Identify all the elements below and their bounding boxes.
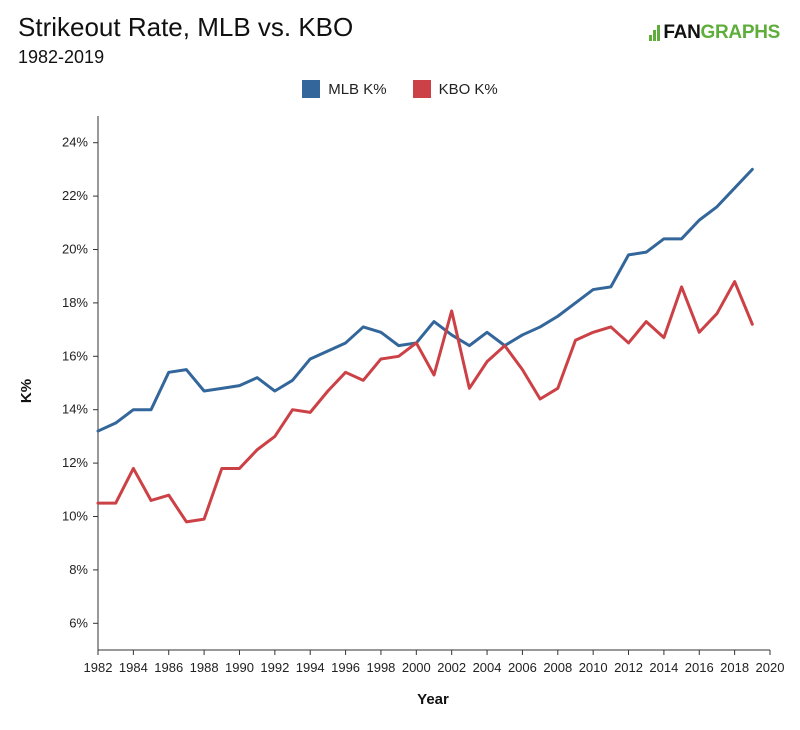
x-tick-label: 1988 (190, 660, 219, 675)
y-axis-title: K% (18, 379, 35, 403)
x-tick-label: 2018 (720, 660, 749, 675)
x-tick-label: 2008 (543, 660, 572, 675)
y-tick-label: 6% (69, 615, 88, 630)
legend-swatch-mlb (302, 80, 321, 98)
y-tick-label: 10% (62, 509, 88, 524)
legend-label-mlb: MLB K% (328, 80, 387, 98)
y-tick-label: 22% (62, 188, 88, 203)
y-tick-label: 18% (62, 295, 88, 310)
x-axis-title: Year (417, 691, 449, 708)
x-tick-label: 1994 (296, 660, 325, 675)
legend-label-kbo: KBO K% (438, 80, 498, 98)
x-tick-label: 2014 (649, 660, 678, 675)
x-tick-label: 1990 (225, 660, 254, 675)
y-tick-label: 16% (62, 348, 88, 363)
series-line-mlb (96, 167, 754, 433)
x-tick-label: 1982 (84, 660, 113, 675)
x-tick-label: 2012 (614, 660, 643, 675)
logo-text: FANGRAPHS (663, 22, 780, 43)
x-tick-label: 1992 (260, 660, 289, 675)
legend-item-mlb[interactable]: MLB K% (302, 80, 387, 98)
y-tick-label: 14% (62, 402, 88, 417)
x-tick-label: 1986 (154, 660, 183, 675)
x-tick-label: 2016 (685, 660, 714, 675)
chart-title: Strikeout Rate, MLB vs. KBO (18, 12, 354, 42)
series-line-kbo (96, 280, 754, 524)
x-tick-label: 1996 (331, 660, 360, 675)
legend-swatch-kbo (412, 80, 431, 98)
y-tick-label: 12% (62, 455, 88, 470)
fangraphs-logo: FANGRAPHS (649, 22, 780, 44)
y-tick-label: 8% (69, 562, 88, 577)
x-tick-label: 2010 (579, 660, 608, 675)
x-tick-label: 1984 (119, 660, 148, 675)
y-tick-label: 20% (62, 242, 88, 257)
legend: MLB K% KBO K% (0, 80, 800, 98)
x-tick-label: 1998 (366, 660, 395, 675)
x-tick-label: 2002 (437, 660, 466, 675)
y-tick-label: 24% (62, 135, 88, 150)
x-tick-label: 2006 (508, 660, 537, 675)
x-tick-label: 2000 (402, 660, 431, 675)
legend-item-kbo[interactable]: KBO K% (412, 80, 498, 98)
logo-bars-icon (649, 25, 661, 41)
x-tick-label: 2004 (473, 660, 502, 675)
x-tick-label: 2020 (756, 660, 785, 675)
chart-subtitle: 1982-2019 (18, 47, 105, 67)
